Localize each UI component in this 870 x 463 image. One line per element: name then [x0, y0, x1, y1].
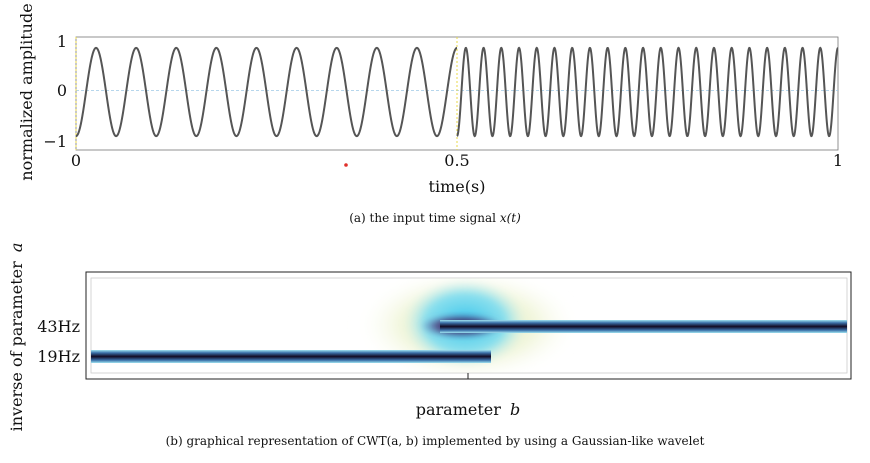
y-tick-label-1: 1 [57, 32, 67, 51]
red-marker-dot [344, 163, 348, 167]
y-tick-label-0: 0 [57, 81, 67, 100]
signal-chart: 1 0 −1 0 0.5 1 time(s) normalized amplit… [17, 3, 843, 196]
ridge-43hz [440, 320, 847, 333]
caption-a-math: x(t) [499, 211, 521, 225]
y-axis-label-b: inverse of parameter a [7, 243, 26, 432]
caption-a-text: (a) the input time signal [349, 211, 496, 225]
caption-a: (a) the input time signal x(t) [0, 211, 870, 225]
caption-b-suffix: implemented by using a Gaussian-like wav… [422, 434, 705, 448]
y-axis-label-var: a [7, 243, 26, 253]
y-tick-label-minus1: −1 [43, 132, 67, 151]
caption-b-prefix: (b) graphical representation of [165, 434, 354, 448]
caption-b: (b) graphical representation of CWT(a, b… [0, 434, 870, 448]
x-axis-label-text: parameter [416, 400, 502, 419]
y-axis-label-text: inverse of parameter [7, 261, 26, 431]
ridge-19hz [91, 350, 491, 363]
x-tick-label-0: 0 [71, 151, 81, 170]
y-tick-label-43hz: 43Hz [37, 317, 80, 336]
signal-series-43hz [456, 46, 838, 138]
y-axis-label: normalized amplitude [17, 3, 36, 180]
signal-series [76, 46, 838, 138]
y-tick-label-19hz: 19Hz [37, 347, 80, 366]
x-axis-label: time(s) [429, 177, 486, 196]
signal-series-19hz [76, 46, 458, 138]
x-tick-label-0.5: 0.5 [444, 151, 469, 170]
x-axis-label-var: b [510, 400, 520, 419]
x-axis-label-b: parameter b [416, 400, 521, 419]
caption-b-math: CWT(a, b) [357, 434, 419, 448]
x-tick-label-1: 1 [833, 151, 843, 170]
cwt-heatmap: 43Hz 19Hz parameter b inverse of paramet… [7, 243, 852, 432]
